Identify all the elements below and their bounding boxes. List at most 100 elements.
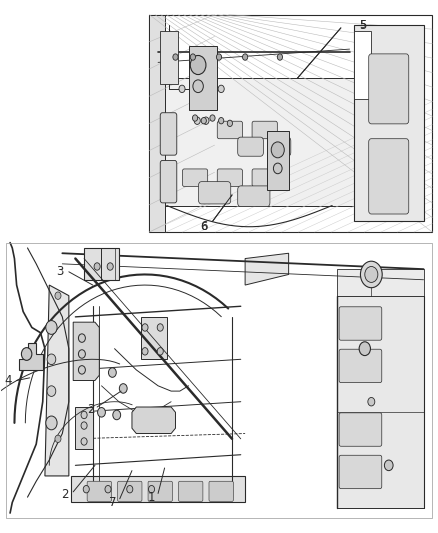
FancyBboxPatch shape [217,121,243,139]
Circle shape [142,324,148,331]
Circle shape [190,55,206,75]
Circle shape [201,117,206,124]
FancyBboxPatch shape [238,137,263,156]
Polygon shape [160,30,178,84]
Text: 6: 6 [200,220,208,233]
Bar [84,248,119,280]
Circle shape [365,266,378,282]
Circle shape [190,54,195,60]
Circle shape [107,263,113,270]
FancyBboxPatch shape [179,481,203,502]
Circle shape [219,117,224,124]
FancyBboxPatch shape [209,481,233,502]
FancyBboxPatch shape [252,121,277,139]
Circle shape [78,350,85,358]
Text: 1: 1 [148,491,155,504]
Circle shape [210,115,215,121]
Circle shape [359,342,371,356]
Text: 7: 7 [109,496,116,509]
Polygon shape [354,30,385,100]
Circle shape [119,384,127,393]
Circle shape [113,410,120,419]
Bar [75,407,93,449]
FancyBboxPatch shape [117,481,142,502]
Circle shape [360,261,382,288]
Circle shape [148,486,155,493]
FancyBboxPatch shape [369,54,409,124]
Circle shape [157,348,163,355]
FancyBboxPatch shape [339,307,382,340]
FancyBboxPatch shape [217,169,243,187]
Text: 2: 2 [87,403,94,416]
FancyBboxPatch shape [87,481,112,502]
Circle shape [47,354,56,365]
Polygon shape [188,46,217,110]
Circle shape [273,163,282,174]
Polygon shape [149,14,432,232]
Circle shape [173,54,178,60]
Circle shape [218,85,224,93]
Circle shape [227,120,233,126]
Circle shape [78,334,85,342]
Circle shape [47,386,56,397]
Bar [141,317,167,359]
Polygon shape [71,476,245,503]
Circle shape [157,324,163,331]
Polygon shape [245,253,289,285]
Circle shape [179,85,185,93]
Circle shape [194,117,200,124]
Text: 6: 6 [200,222,207,232]
Circle shape [78,366,85,374]
Circle shape [193,80,203,93]
Text: 5: 5 [359,19,366,32]
Circle shape [192,115,198,121]
Text: 5: 5 [359,20,366,30]
Circle shape [243,54,248,60]
Circle shape [271,142,284,158]
FancyBboxPatch shape [369,139,409,214]
Circle shape [55,435,61,442]
Circle shape [55,292,61,300]
Circle shape [127,486,133,493]
FancyBboxPatch shape [160,113,177,155]
FancyBboxPatch shape [339,413,382,446]
FancyBboxPatch shape [339,349,382,383]
Text: 4: 4 [4,374,12,387]
Circle shape [368,398,375,406]
Circle shape [385,460,393,471]
Circle shape [94,263,100,270]
FancyBboxPatch shape [339,455,382,489]
FancyBboxPatch shape [183,169,208,187]
Text: 3: 3 [57,265,64,278]
Polygon shape [267,131,289,190]
FancyBboxPatch shape [160,160,177,203]
FancyBboxPatch shape [268,137,291,156]
Polygon shape [162,78,354,206]
Polygon shape [132,407,176,433]
FancyBboxPatch shape [252,169,277,187]
Circle shape [81,438,87,445]
Circle shape [98,408,106,417]
Circle shape [81,411,87,419]
Circle shape [21,348,32,360]
Circle shape [142,348,148,355]
Polygon shape [73,322,99,381]
FancyBboxPatch shape [148,481,173,502]
Circle shape [46,416,57,430]
Polygon shape [45,285,69,476]
Polygon shape [19,343,43,370]
Bar [6,243,432,519]
FancyBboxPatch shape [198,182,231,204]
Circle shape [277,54,283,60]
FancyBboxPatch shape [238,186,270,207]
Circle shape [203,117,209,124]
Polygon shape [336,269,424,296]
Circle shape [105,486,111,493]
Polygon shape [6,243,432,519]
Circle shape [216,54,222,60]
Polygon shape [149,14,165,232]
Text: 2: 2 [61,488,68,501]
Circle shape [109,368,116,377]
Circle shape [46,320,57,334]
Polygon shape [336,296,424,508]
